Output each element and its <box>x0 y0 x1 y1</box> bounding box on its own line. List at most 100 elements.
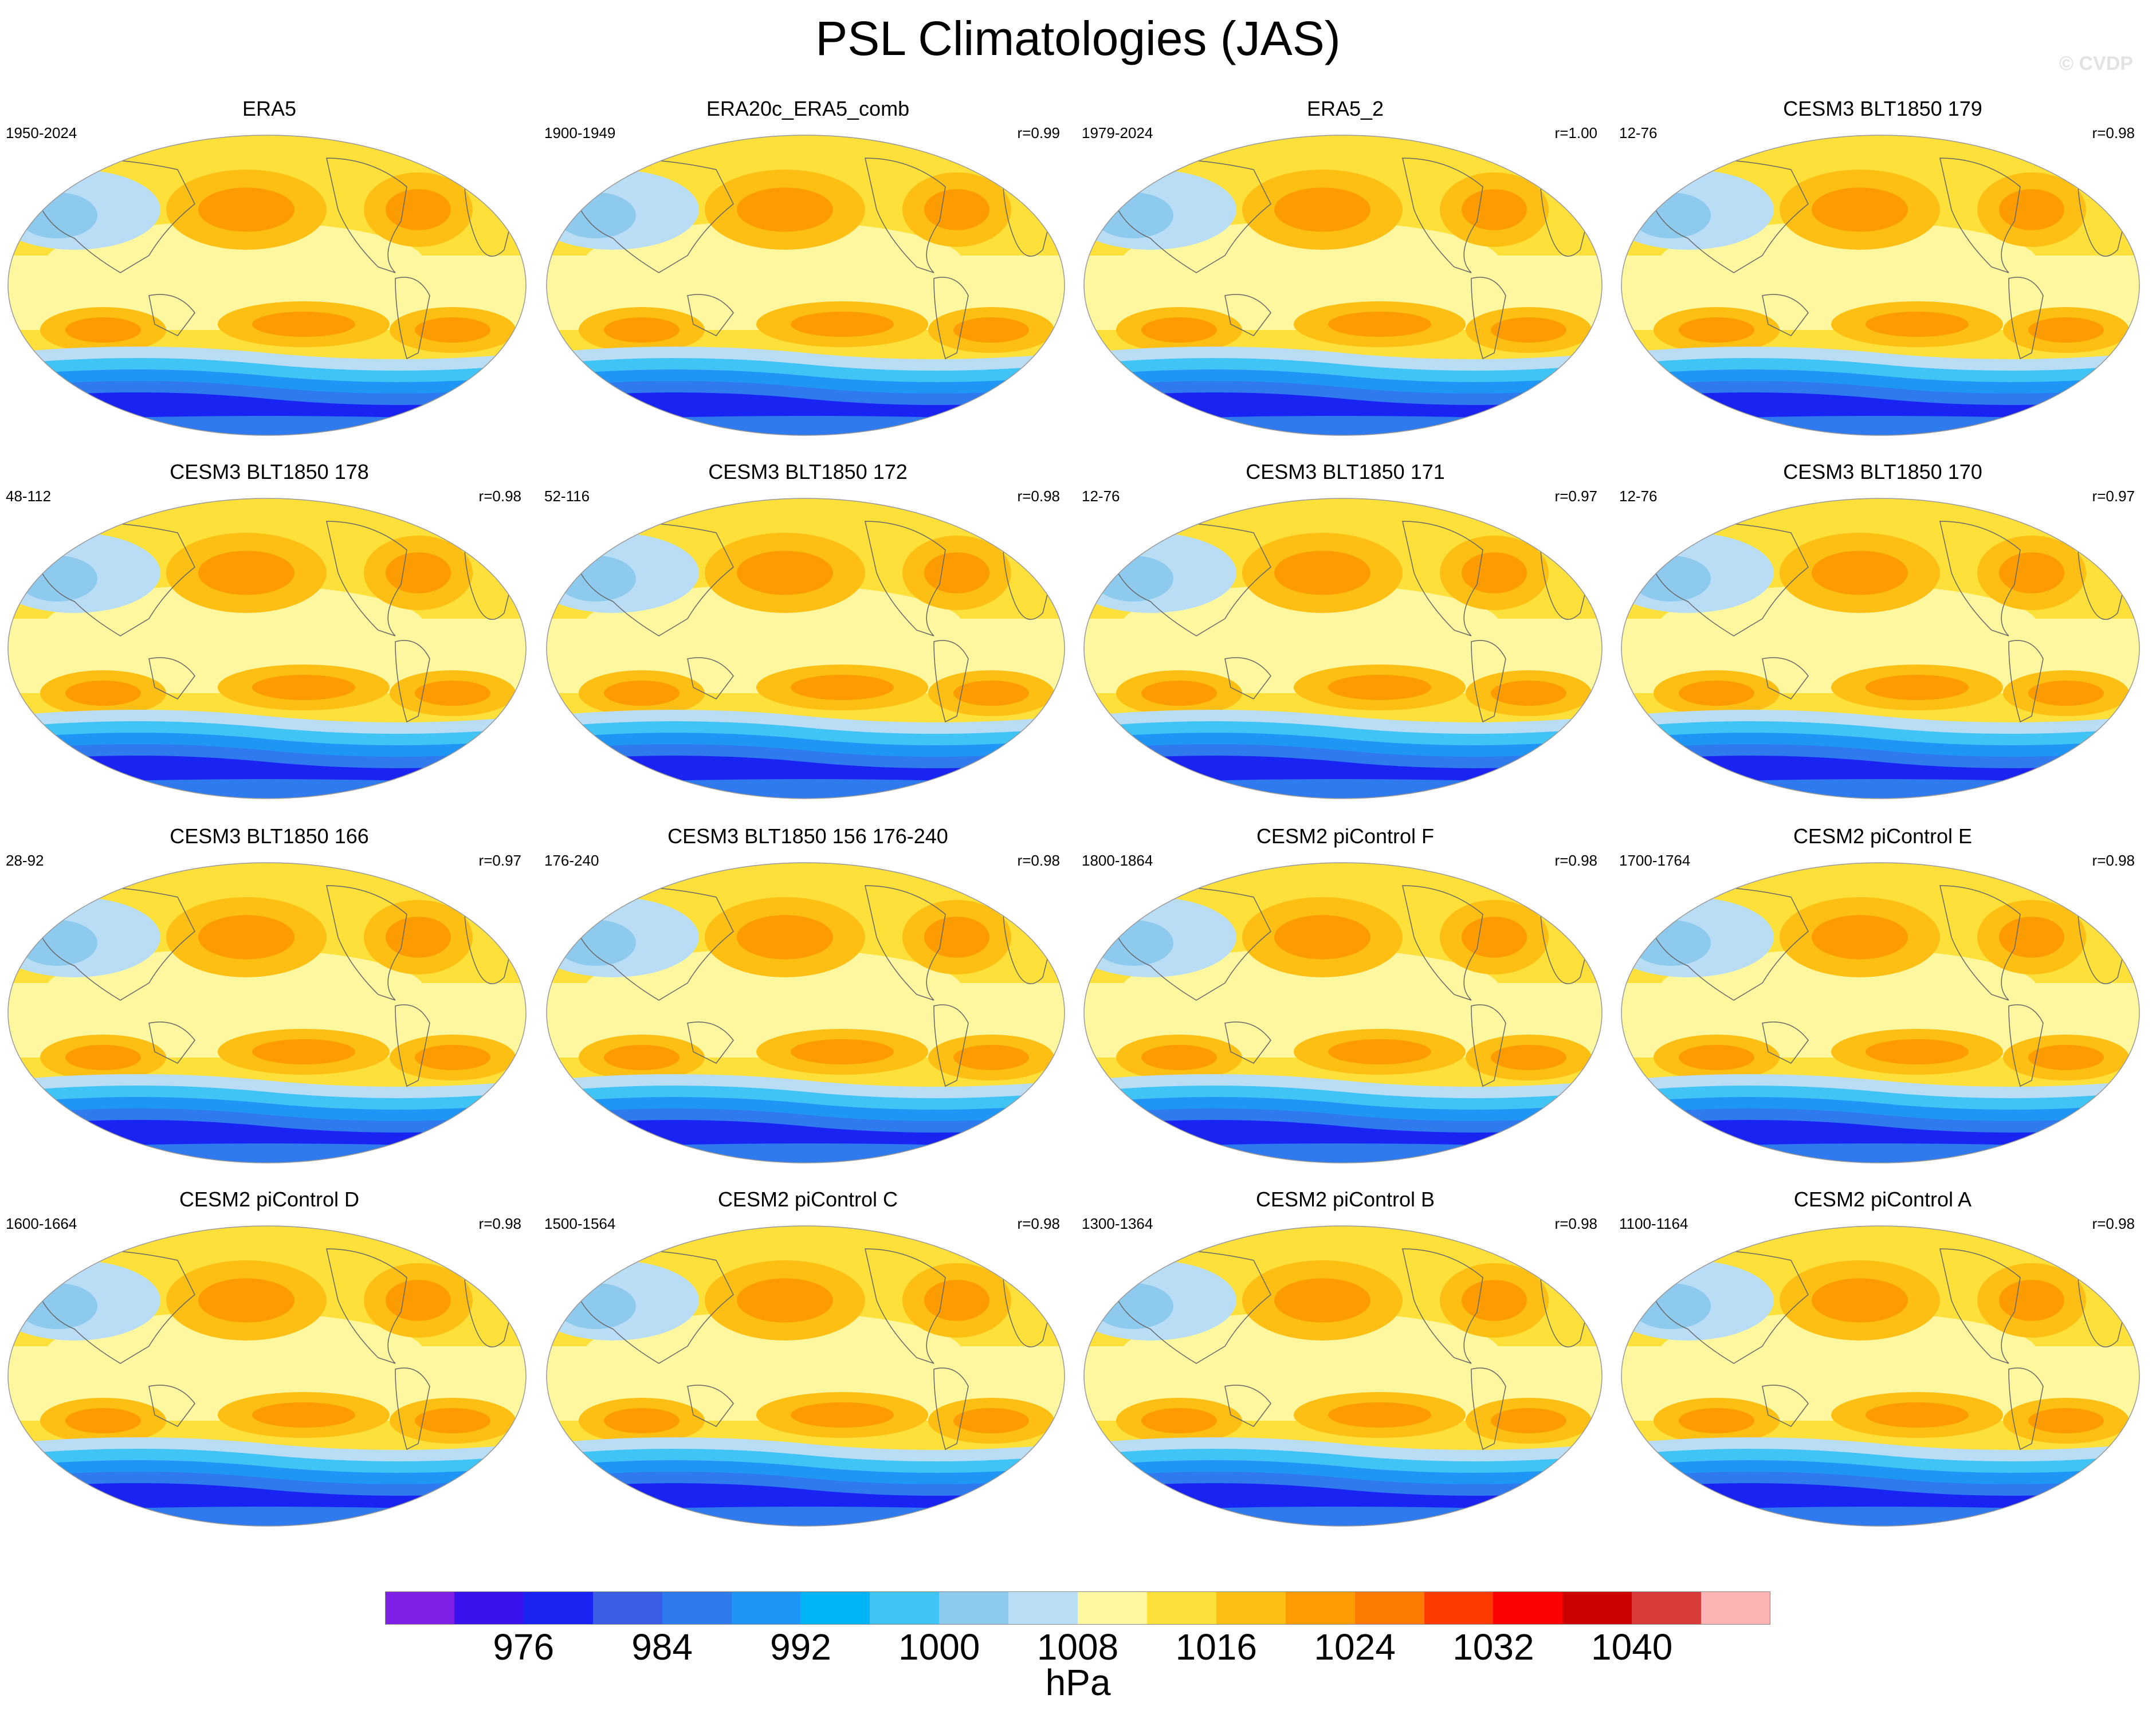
panel-correlation: r=0.98 <box>2092 852 2135 869</box>
panel-title: CESM3 BLT1850 178 <box>170 460 369 483</box>
colorbar-tick-label: 1040 <box>1591 1626 1673 1668</box>
panel-correlation: r=0.98 <box>1554 1215 1597 1232</box>
panel-correlation: r=0.98 <box>1554 852 1597 869</box>
panel-title: CESM3 BLT1850 156 176-240 <box>667 824 948 848</box>
colorbar-swatch <box>1008 1591 1078 1625</box>
panel-years: 1600-1664 <box>6 1215 77 1232</box>
psl-map <box>1083 1225 1603 1527</box>
psl-map <box>546 498 1065 799</box>
panel-years: 48-112 <box>6 488 52 505</box>
panel-correlation: r=0.98 <box>478 1215 521 1232</box>
colorbar-swatch <box>1424 1591 1494 1625</box>
psl-map <box>7 862 527 1163</box>
colorbar-tick-label: 976 <box>493 1626 555 1668</box>
map-panel: ERA5_2 1979-2024 r=1.00 <box>1082 97 1609 457</box>
colorbar-swatch <box>1285 1591 1355 1625</box>
colorbar-swatch <box>731 1591 801 1625</box>
panel-years: 12-76 <box>1619 488 1658 505</box>
colorbar-swatch <box>1354 1591 1424 1625</box>
figure-title: PSL Climatologies (JAS) <box>815 11 1341 65</box>
panel-title: CESM3 BLT1850 170 <box>1783 460 1982 483</box>
colorbar-swatch <box>1701 1591 1771 1625</box>
colorbar-swatch <box>523 1591 593 1625</box>
panel-correlation: r=0.98 <box>1017 488 1060 505</box>
panel-title: CESM3 BLT1850 171 <box>1246 460 1445 483</box>
psl-map <box>1083 498 1603 799</box>
colorbar-tick-label: 1024 <box>1314 1626 1396 1668</box>
panel-title: CESM3 BLT1850 172 <box>708 460 908 483</box>
map-panel: CESM3 BLT1850 156 176-240 176-240 r=0.98 <box>544 824 1071 1185</box>
map-panel: CESM2 piControl C 1500-1564 r=0.98 <box>544 1188 1071 1548</box>
colorbar-tick-label: 984 <box>631 1626 693 1668</box>
psl-map <box>1083 862 1603 1163</box>
colorbar-swatch <box>1078 1591 1147 1625</box>
colorbar-swatch <box>1146 1591 1216 1625</box>
panel-title: ERA20c_ERA5_comb <box>706 97 910 120</box>
colorbar-swatch <box>592 1591 662 1625</box>
panel-years: 1800-1864 <box>1082 852 1153 869</box>
panel-years: 1950-2024 <box>6 124 77 141</box>
panel-correlation: r=0.98 <box>1017 852 1060 869</box>
panel-title: CESM2 piControl A <box>1793 1188 1972 1211</box>
panel-years: 12-76 <box>1619 124 1658 141</box>
colorbar-swatch <box>939 1591 1009 1625</box>
colorbar-swatch <box>662 1591 732 1625</box>
map-panel: CESM3 BLT1850 178 48-112 r=0.98 <box>6 460 533 820</box>
map-panel: CESM2 piControl D 1600-1664 r=0.98 <box>6 1188 533 1548</box>
colorbar-swatch <box>870 1591 940 1625</box>
psl-map <box>546 862 1065 1163</box>
psl-map <box>7 135 527 436</box>
map-panel: CESM3 BLT1850 170 12-76 r=0.97 <box>1619 460 2146 820</box>
map-panel: ERA5 1950-2024 <box>6 97 533 457</box>
panel-correlation: r=0.98 <box>478 488 521 505</box>
colorbar <box>385 1591 1771 1625</box>
panel-title: CESM2 piControl F <box>1256 824 1435 848</box>
psl-map <box>546 135 1065 436</box>
colorbar-units: hPa <box>1045 1662 1111 1703</box>
panel-years: 1500-1564 <box>544 1215 616 1232</box>
colorbar-swatch <box>1562 1591 1632 1625</box>
psl-map <box>1083 135 1603 436</box>
panel-title: CESM3 BLT1850 166 <box>170 824 369 848</box>
map-panel: CESM3 BLT1850 171 12-76 r=0.97 <box>1082 460 1609 820</box>
panel-years: 1300-1364 <box>1082 1215 1153 1232</box>
map-panel: CESM2 piControl B 1300-1364 r=0.98 <box>1082 1188 1609 1548</box>
panel-years: 52-116 <box>544 488 590 505</box>
panel-correlation: r=0.97 <box>478 852 521 869</box>
panel-correlation: r=0.97 <box>2092 488 2135 505</box>
panel-years: 1700-1764 <box>1619 852 1691 869</box>
colorbar-swatch <box>454 1591 524 1625</box>
panel-correlation: r=1.00 <box>1554 124 1597 141</box>
colorbar-tick-label: 1016 <box>1175 1626 1257 1668</box>
panel-correlation: r=0.98 <box>1017 1215 1060 1232</box>
panel-title: ERA5_2 <box>1306 97 1384 120</box>
panel-years: 1900-1949 <box>544 124 616 141</box>
psl-map <box>546 1225 1065 1527</box>
map-panel: CESM3 BLT1850 166 28-92 r=0.97 <box>6 824 533 1185</box>
colorbar-swatch <box>1216 1591 1286 1625</box>
psl-map <box>1621 498 2140 799</box>
colorbar-swatch <box>1632 1591 1702 1625</box>
psl-map <box>1621 1225 2140 1527</box>
panel-title: CESM2 piControl B <box>1255 1188 1435 1211</box>
panel-correlation: r=0.98 <box>2092 124 2135 141</box>
map-panel: CESM2 piControl A 1100-1164 r=0.98 <box>1619 1188 2146 1548</box>
map-panel: CESM3 BLT1850 179 12-76 r=0.98 <box>1619 97 2146 457</box>
map-panel: ERA20c_ERA5_comb 1900-1949 r=0.99 <box>544 97 1071 457</box>
map-panel: CESM2 piControl F 1800-1864 r=0.98 <box>1082 824 1609 1185</box>
colorbar-swatch <box>1493 1591 1563 1625</box>
panel-years: 176-240 <box>544 852 599 869</box>
panel-title: CESM3 BLT1850 179 <box>1783 97 1982 120</box>
colorbar-tick-label: 1000 <box>898 1626 980 1668</box>
colorbar-tick-label: 1032 <box>1452 1626 1534 1668</box>
map-panel: CESM2 piControl E 1700-1764 r=0.98 <box>1619 824 2146 1185</box>
panel-title: CESM2 piControl C <box>717 1188 898 1211</box>
panel-title: CESM2 piControl D <box>179 1188 360 1211</box>
psl-map <box>1621 135 2140 436</box>
map-panel: CESM3 BLT1850 172 52-116 r=0.98 <box>544 460 1071 820</box>
colorbar-tick-label: 992 <box>770 1626 831 1668</box>
psl-map <box>1621 862 2140 1163</box>
psl-map <box>7 1225 527 1527</box>
panel-years: 12-76 <box>1082 488 1120 505</box>
panel-years: 28-92 <box>6 852 44 869</box>
